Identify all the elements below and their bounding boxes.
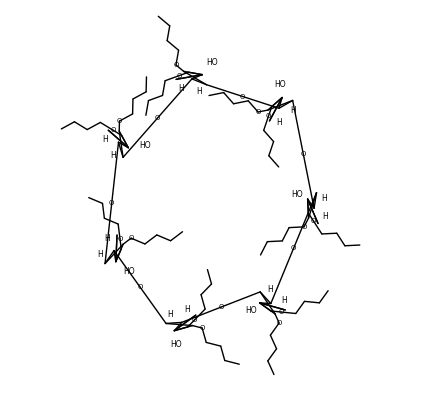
Text: O: O xyxy=(192,317,197,323)
Text: O: O xyxy=(155,115,160,121)
Text: O: O xyxy=(291,245,296,251)
Text: HO: HO xyxy=(291,190,303,200)
Text: HO: HO xyxy=(245,306,257,315)
Text: H: H xyxy=(282,295,287,305)
Text: H: H xyxy=(276,118,282,127)
Text: O: O xyxy=(137,284,143,290)
Text: HO: HO xyxy=(123,266,135,276)
Text: H: H xyxy=(98,250,103,259)
Text: H: H xyxy=(321,194,327,203)
Text: O: O xyxy=(240,93,245,100)
Text: O: O xyxy=(173,62,179,68)
Text: O: O xyxy=(117,118,122,124)
Text: O: O xyxy=(218,304,224,310)
Text: H: H xyxy=(290,106,296,115)
Text: H: H xyxy=(178,83,184,93)
Text: H: H xyxy=(102,135,108,144)
Text: H: H xyxy=(267,285,273,294)
Text: H: H xyxy=(323,212,328,221)
Text: H: H xyxy=(185,305,190,314)
Text: H: H xyxy=(105,234,110,242)
Text: HO: HO xyxy=(170,340,182,349)
Text: H: H xyxy=(196,87,202,95)
Text: O: O xyxy=(266,113,271,119)
Text: O: O xyxy=(276,320,282,326)
Text: O: O xyxy=(109,200,114,206)
Text: O: O xyxy=(278,309,284,315)
Text: HO: HO xyxy=(139,141,151,150)
Text: O: O xyxy=(117,236,123,242)
Text: O: O xyxy=(301,151,306,157)
Text: O: O xyxy=(301,224,307,230)
Text: H: H xyxy=(110,151,116,160)
Text: H: H xyxy=(167,310,173,319)
Text: O: O xyxy=(255,109,261,115)
Text: HO: HO xyxy=(274,80,286,89)
Text: O: O xyxy=(110,127,116,133)
Text: HO: HO xyxy=(206,58,218,67)
Text: O: O xyxy=(128,235,134,241)
Text: O: O xyxy=(311,218,316,225)
Text: O: O xyxy=(199,325,205,331)
Text: O: O xyxy=(176,73,182,78)
